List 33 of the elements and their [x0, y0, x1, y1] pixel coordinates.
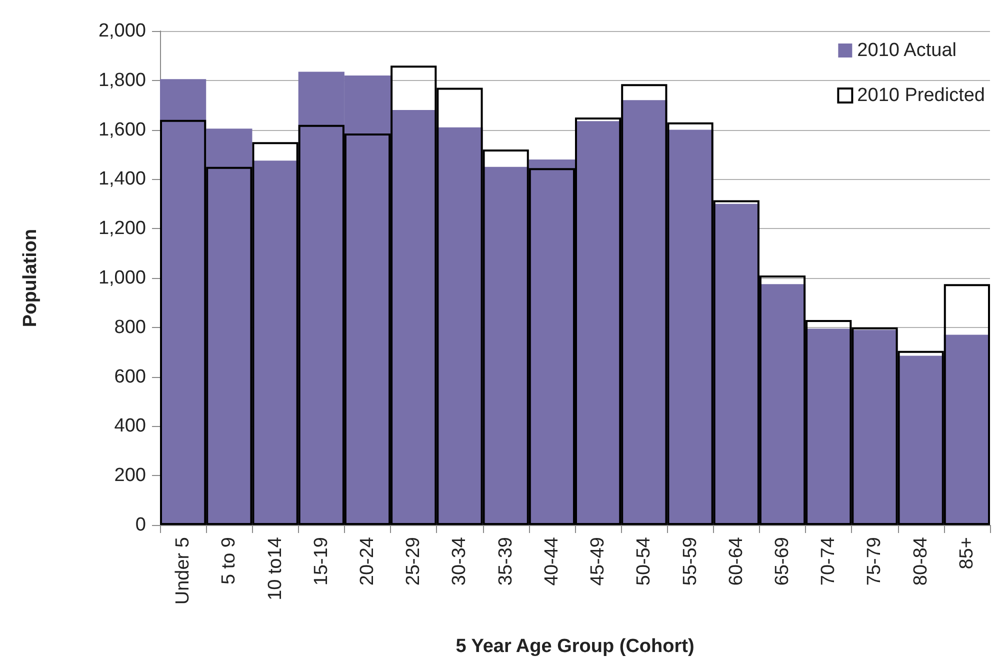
y-tick-label: 600 [114, 366, 146, 388]
x-tick-label: 35-39 [495, 537, 516, 586]
x-tick-label: 15-19 [310, 537, 332, 586]
y-tick-label: 800 [114, 316, 146, 338]
x-tick-label: 30-34 [449, 536, 470, 586]
x-tick-label: 20-24 [357, 536, 378, 586]
y-tick-label: 1,800 [98, 70, 146, 91]
y-axis-title: Population [20, 228, 41, 328]
x-tick-label: 70-74 [818, 536, 840, 586]
x-tick-label: 55-59 [680, 537, 701, 586]
x-tick-label: Under 5 [172, 537, 194, 605]
y-tick-label: 1,600 [98, 119, 146, 140]
x-tick-label: 10 to14 [264, 536, 286, 600]
y-tick-label: 1,200 [98, 218, 146, 240]
x-tick-label: 25-29 [403, 537, 424, 586]
x-tick-label: 60-64 [726, 536, 747, 586]
y-tick-label: 1,400 [98, 168, 146, 190]
x-tick-label: 50-54 [634, 536, 655, 586]
y-tick-label: 0 [135, 514, 146, 536]
y-tick-label: 1,000 [98, 268, 146, 288]
y-tick-label: 400 [114, 416, 146, 437]
legend-label: 2010 Actual [857, 40, 956, 61]
x-tick-label: 75-79 [864, 537, 886, 586]
x-tick-label: 80-84 [910, 536, 932, 586]
x-axis-title: 5 Year Age Group (Cohort) [456, 636, 694, 657]
x-tick-label: 85+ [956, 537, 978, 570]
y-tick-label: 200 [114, 465, 146, 486]
x-tick-label: 45-49 [588, 537, 609, 586]
x-tick-label: 40-44 [541, 536, 562, 586]
y-tick-label: 2,000 [98, 20, 146, 42]
x-tick-label: 65-69 [772, 537, 793, 586]
x-tick-label: 5 to 9 [218, 537, 240, 585]
legend-label: 2010 Predicted [857, 85, 986, 106]
